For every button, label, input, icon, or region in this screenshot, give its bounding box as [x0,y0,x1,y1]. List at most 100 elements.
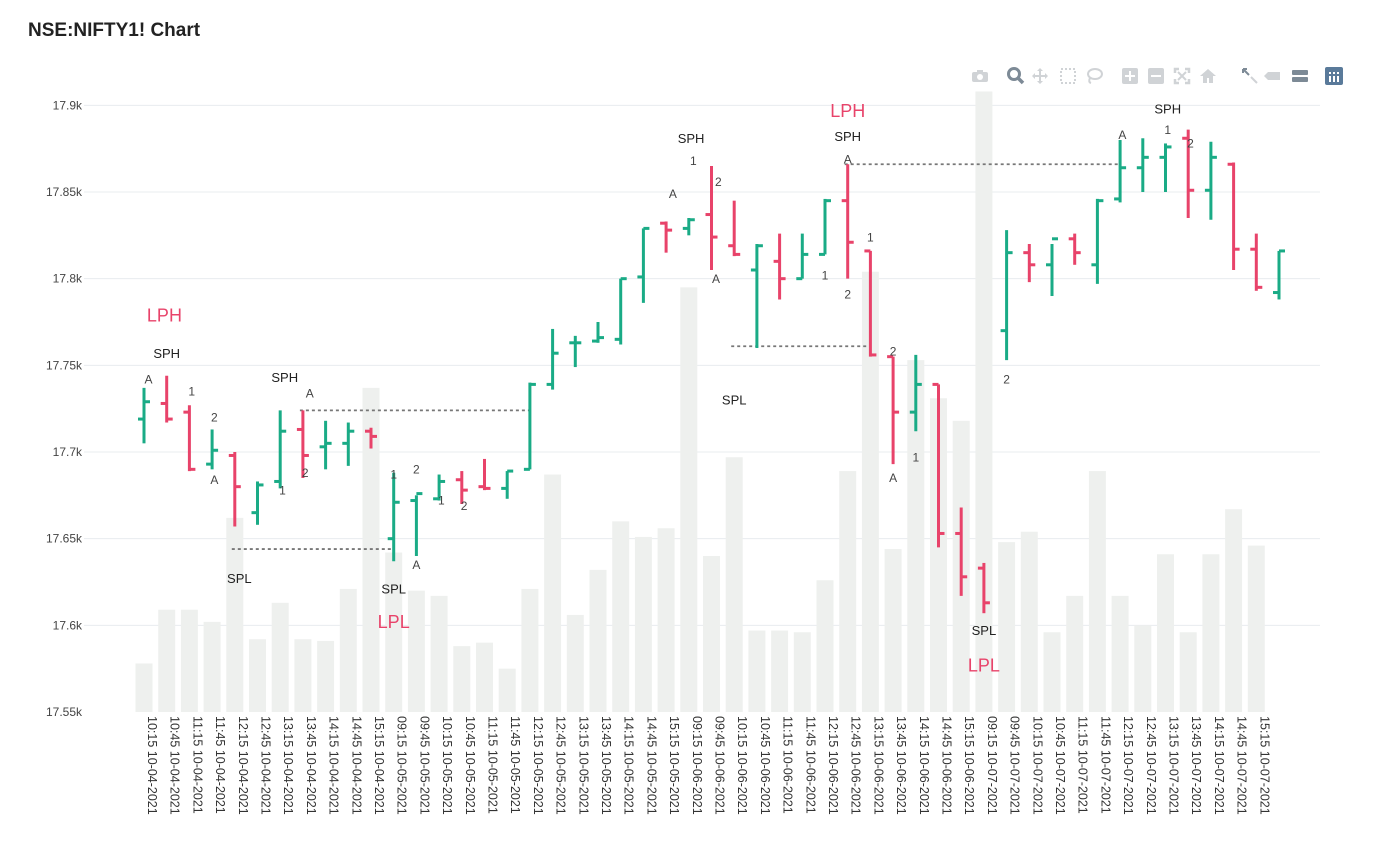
ohlc-bar [138,387,150,444]
x-tick-label: 15:15 10-07-2021 [1257,716,1271,815]
volume-bar [1202,554,1220,712]
modebar [970,66,1350,86]
ohlc-bars [138,129,1285,614]
swing-label: 2 [1003,372,1010,386]
volume-bar [226,517,244,712]
volume-bar [1066,595,1084,712]
volume-bar [771,630,789,712]
pan-icon[interactable] [1030,66,1050,86]
ohlc-bar [682,218,695,236]
x-tick-label: 10:15 10-07-2021 [1030,716,1044,815]
ohlc-bar [705,166,718,270]
x-tick-label: 14:45 10-06-2021 [940,716,954,815]
ohlc-bar [1227,162,1240,270]
hover-compare-icon[interactable] [1290,66,1310,86]
volume-bar [793,632,811,712]
ohlc-bar [1068,233,1081,265]
zoom-in-icon[interactable] [1120,66,1140,86]
chart-title: NSE:NIFTY1! Chart [28,20,201,41]
ohlc-bar [274,410,287,489]
ohlc-bar [1159,143,1172,192]
volume-bar [1179,632,1197,712]
autoscale-icon[interactable] [1172,66,1192,86]
box-select-icon[interactable] [1058,66,1078,86]
swing-label: 2 [211,411,218,425]
ohlc-bar [365,427,377,449]
volume-bar [975,91,993,712]
x-tick-label: 10:15 10-04-2021 [145,716,159,815]
ohlc-bar [410,492,423,556]
swing-label: LPH [830,101,865,121]
x-tick-label: 14:15 10-04-2021 [327,716,341,815]
ohlc-bar [750,244,763,348]
ohlc-bar [932,382,945,548]
x-tick-label: 10:45 10-06-2021 [758,716,772,815]
x-tick-label: 13:45 10-07-2021 [1189,716,1203,815]
swing-label: A [712,272,720,286]
volume-bar [816,580,834,712]
reset-axes-icon[interactable] [1198,66,1218,86]
swing-label: A [210,473,218,487]
swing-label: 1 [912,450,919,464]
x-tick-label: 14:15 10-05-2021 [622,716,636,815]
ohlc-bar [160,375,173,423]
swing-label: SPH [153,346,180,361]
ohlc-bar [319,420,332,470]
x-tick-label: 10:15 10-05-2021 [440,716,454,815]
x-tick-label: 13:45 10-04-2021 [304,716,318,815]
swing-label: 2 [413,463,420,477]
y-tick-label: 17.55k [46,705,83,719]
zoom-icon[interactable] [1006,66,1026,86]
x-tick-label: 14:15 10-06-2021 [917,716,931,815]
volume-bar [317,640,335,712]
volume-bar [998,542,1016,712]
volume-bar [294,639,312,712]
ohlc-bar [1136,138,1149,192]
x-tick-label: 15:15 10-05-2021 [667,716,681,815]
swing-label: SPL [972,623,997,638]
swing-label: 2 [1187,137,1194,151]
hover-closest-icon[interactable] [1262,66,1282,86]
ohlc-bar [796,233,809,281]
spike-lines-icon[interactable] [1240,66,1260,86]
swing-label: 1 [822,268,829,282]
x-tick-label: 11:45 10-05-2021 [508,716,522,814]
ohlc-bar [569,335,582,368]
ohlc-bar [523,382,536,471]
camera-icon[interactable] [970,66,990,86]
ohlc-bar [955,507,968,596]
swing-label: A [669,187,677,201]
swing-label: A [412,558,420,572]
swing-label: SPH [271,370,298,385]
volume-bar [680,287,698,712]
swing-label: LPH [147,305,182,325]
swing-label: 1 [690,154,697,168]
swing-label: 1 [1164,123,1171,137]
volume-bar [657,528,675,712]
x-tick-label: 15:15 10-04-2021 [372,716,386,815]
x-tick-label: 12:15 10-04-2021 [236,716,250,815]
x-tick-label: 11:15 10-05-2021 [486,716,500,814]
ohlc-bar [1000,230,1013,361]
swing-label: A [844,152,852,166]
x-tick-label: 12:15 10-06-2021 [826,716,840,815]
x-tick-label: 12:45 10-05-2021 [554,716,568,815]
plotly-logo-icon[interactable] [1324,66,1344,86]
ohlc-bar [251,481,264,525]
x-tick-label: 11:45 10-04-2021 [213,716,227,814]
swing-label: 2 [302,466,309,480]
zoom-out-icon[interactable] [1146,66,1166,86]
x-tick-label: 11:15 10-04-2021 [190,716,204,814]
x-tick-label: 10:15 10-06-2021 [735,716,749,815]
y-tick-label: 17.9k [53,98,83,112]
ohlc-bar [1182,129,1195,218]
ohlc-bar [501,469,514,499]
volume-bar [1225,509,1243,712]
ohlc-bar [1204,141,1217,220]
x-tick-label: 12:45 10-07-2021 [1144,716,1158,815]
ohlc-bar [841,164,854,279]
x-tick-label: 09:15 10-07-2021 [985,716,999,815]
reference-lines [231,163,1121,550]
lasso-select-icon[interactable] [1084,66,1104,86]
